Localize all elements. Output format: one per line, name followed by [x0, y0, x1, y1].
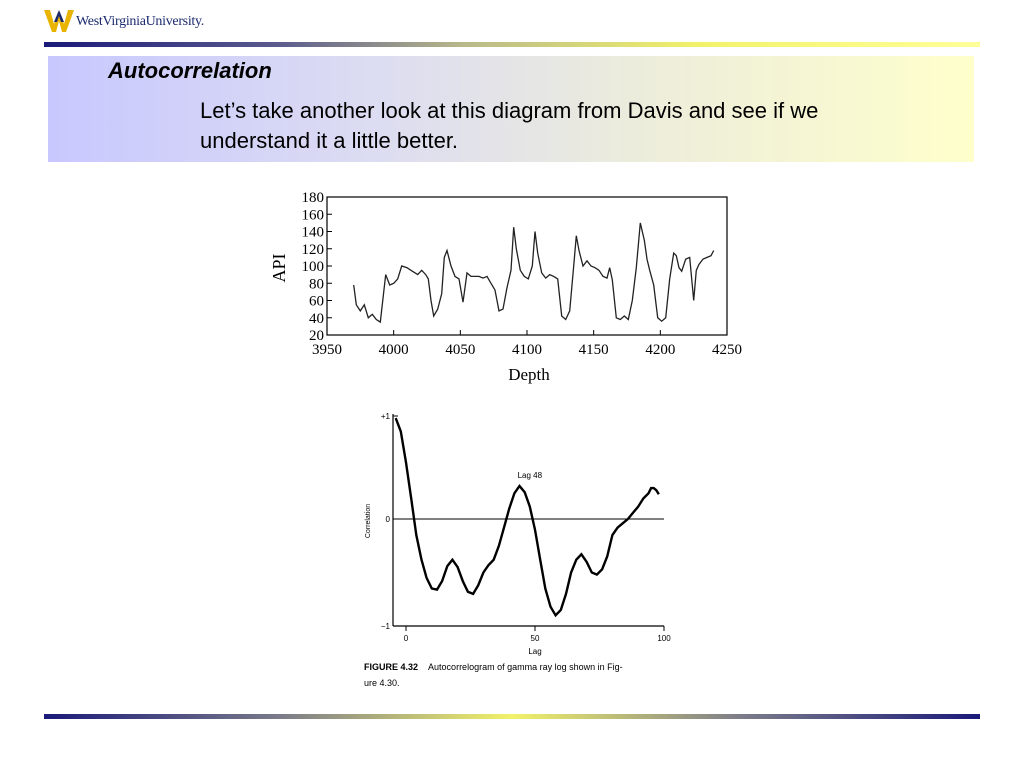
wvu-logo[interactable]: WestVirginiaUniversity.	[44, 6, 204, 38]
university-name: WestVirginiaUniversity.	[76, 14, 205, 29]
x-tick-label: 0	[404, 634, 409, 643]
x-tick-label: 50	[531, 634, 540, 643]
figure-caption-line-2: ure 4.30.	[364, 678, 400, 688]
figure-caption-text: Autocorrelogram of gamma ray log shown i…	[428, 662, 623, 672]
y-tick-label: 160	[302, 207, 325, 223]
slide-body-text: Let’s take another look at this diagram …	[200, 98, 819, 153]
plot-frame	[326, 196, 728, 336]
y-tick-label: 20	[309, 328, 324, 344]
slide-title: Autocorrelation	[108, 58, 272, 83]
x-axis-label: Depth	[508, 365, 550, 384]
x-tick-label: 4200	[645, 342, 675, 358]
flying-wv-logo-icon	[44, 10, 74, 32]
figure-number: FIGURE 4.32	[364, 662, 418, 672]
x-tick-label: 4150	[579, 342, 609, 358]
x-axis-label: Lag	[528, 647, 541, 656]
x-tick-label: 3950	[312, 342, 342, 358]
bottom-divider	[44, 714, 980, 719]
y-tick-label: 100	[302, 259, 325, 275]
y-tick-label: 140	[302, 225, 325, 241]
x-tick-label: 4050	[445, 342, 475, 358]
figure-caption-line-1: FIGURE 4.32 Autocorrelogram of gamma ray…	[364, 662, 623, 672]
x-tick-label: 100	[657, 634, 671, 643]
correlation-series-line	[394, 417, 660, 618]
y-tick-label: 120	[302, 242, 325, 258]
y-axis-label: Correlation	[365, 504, 372, 538]
x-tick-label: 4250	[712, 342, 742, 358]
y-tick-label: 80	[309, 276, 324, 292]
y-axis-label: API	[269, 253, 289, 282]
lag-48-annotation: Lag 48	[518, 471, 543, 480]
x-tick-label: 4100	[512, 342, 542, 358]
api-series-line	[353, 222, 715, 324]
autocorrelogram-chart: +1 0 −1 0 50 100 Lag 48 Correlation Lag	[365, 412, 671, 656]
x-tick-label: 4000	[379, 342, 409, 358]
title-panel	[48, 56, 974, 162]
y-tick-label: 40	[309, 311, 324, 327]
top-divider	[44, 42, 980, 47]
y-tick-label: +1	[381, 412, 391, 421]
y-tick-label: 0	[386, 515, 391, 524]
y-tick-label: −1	[381, 622, 391, 631]
y-tick-label: 180	[302, 190, 325, 206]
y-tick-label: 60	[309, 294, 324, 310]
